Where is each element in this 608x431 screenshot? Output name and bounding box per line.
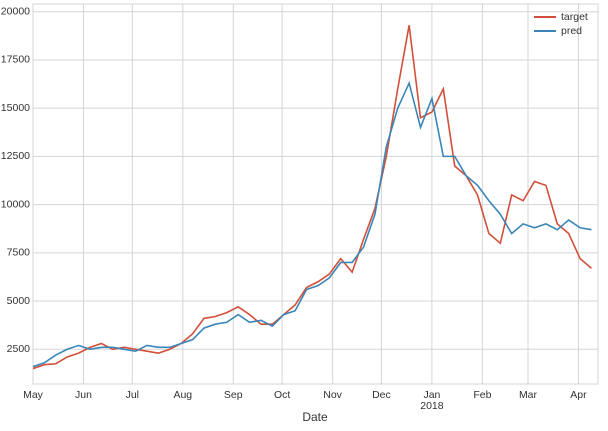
y-tick-label: 17500 [1, 54, 30, 66]
legend-label: target [561, 11, 588, 23]
y-tick-label: 5000 [7, 295, 31, 307]
x-tick-label: Aug [173, 389, 192, 401]
x-tick-label: Dec [372, 389, 391, 401]
series-line [32, 25, 593, 370]
y-tick-label: 7500 [7, 247, 31, 259]
y-tick-label: 10000 [1, 198, 30, 210]
x-axis-label: Date [302, 410, 328, 424]
x-tick-label: Apr [570, 389, 587, 401]
x-tick-label: May [23, 389, 44, 401]
x-tick-label: Sep [224, 389, 243, 401]
x-tick-label: Oct [274, 389, 290, 401]
x-tick-label: Nov [323, 389, 342, 401]
y-tick-label: 20000 [1, 5, 30, 17]
y-tick-label: 15000 [1, 102, 30, 114]
y-tick-label: 2500 [7, 343, 31, 355]
plot-frame [32, 3, 599, 385]
y-tick-label: 12500 [1, 150, 30, 162]
x-tick-label: Jun [75, 389, 92, 401]
x-tick-label: Feb [473, 389, 491, 401]
x-year-label: 2018 [420, 400, 444, 412]
x-tick-label: Jul [126, 389, 139, 401]
x-tick-label: Mar [519, 389, 538, 401]
legend-label: pred [561, 25, 582, 37]
x-tick-label: Jan [423, 389, 440, 401]
series-line [32, 80, 592, 368]
